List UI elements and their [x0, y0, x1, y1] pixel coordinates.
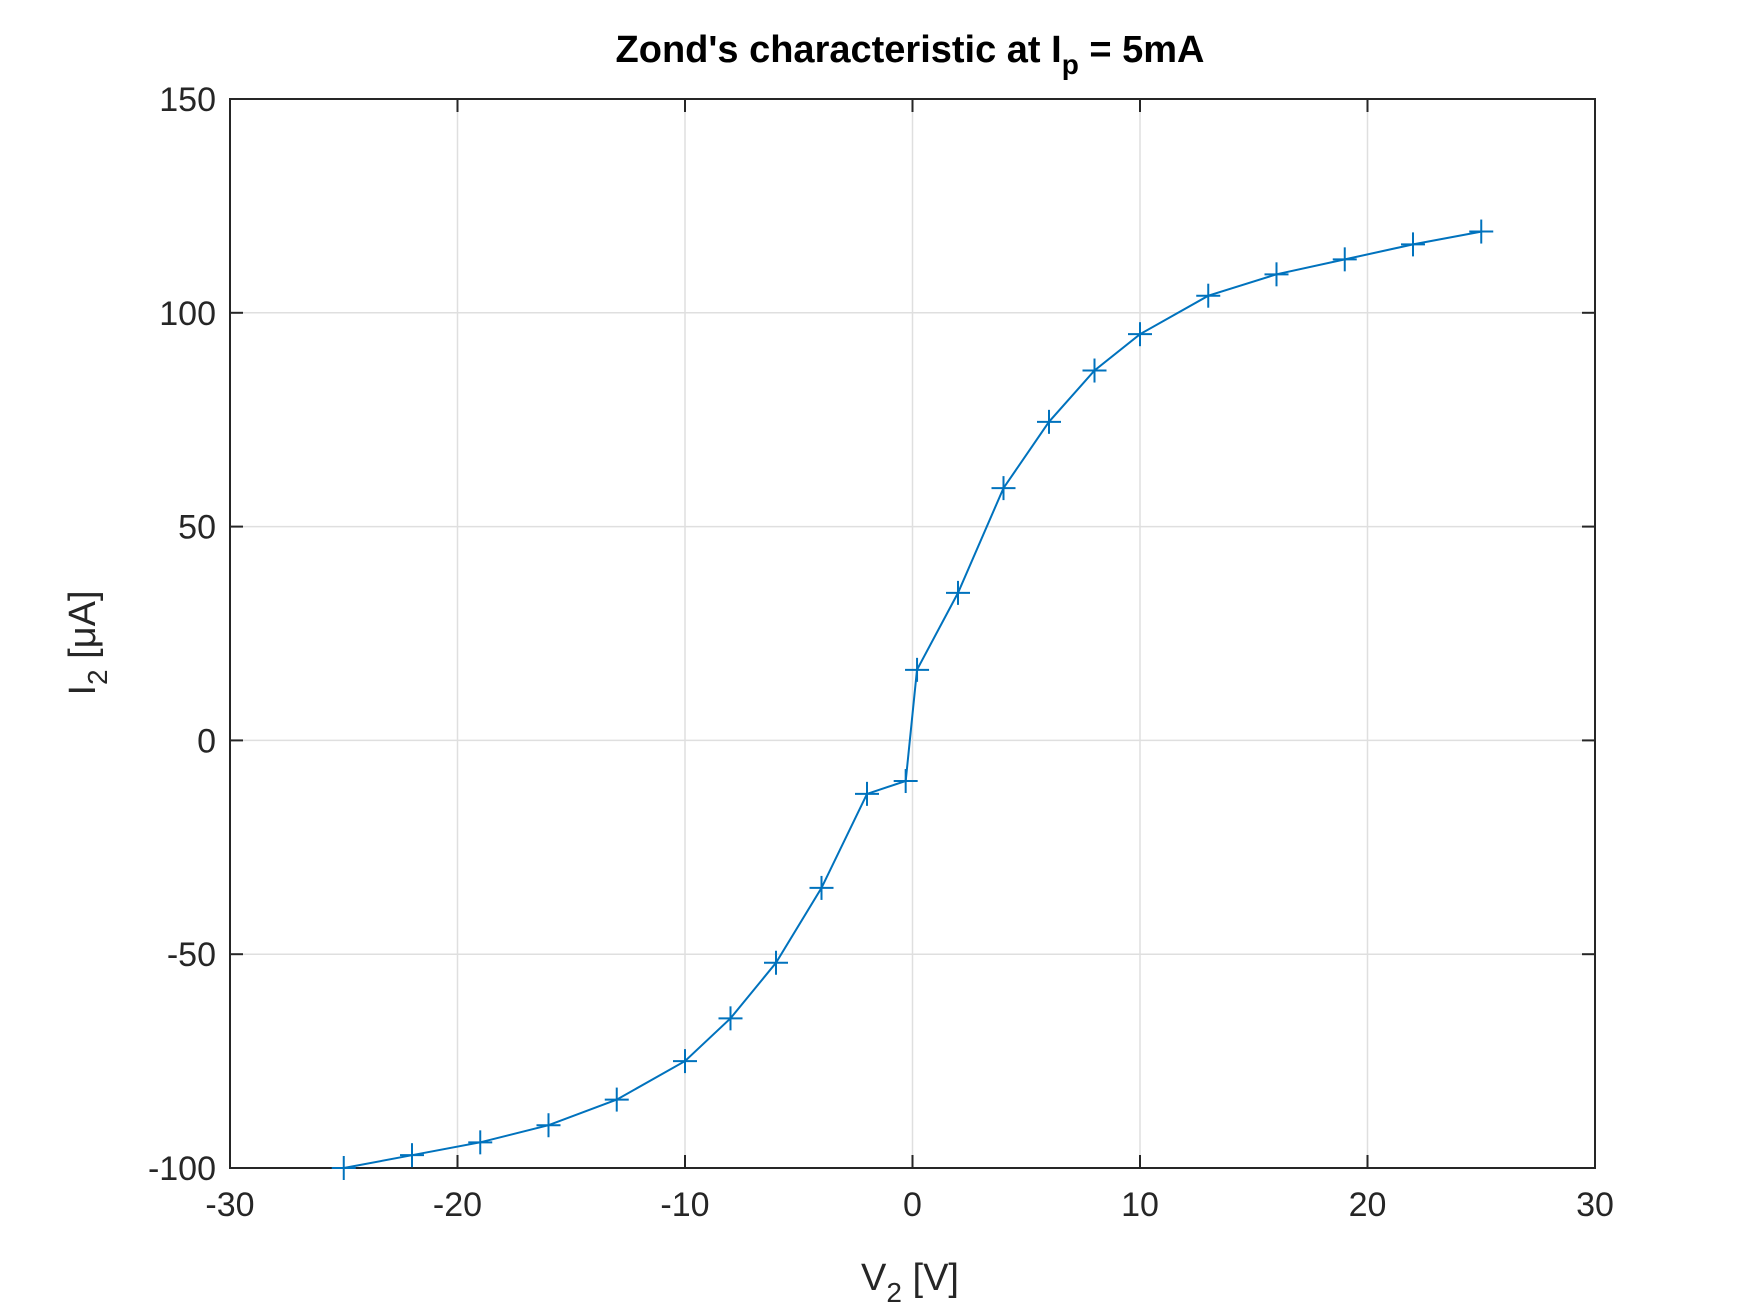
data-point-marker: [331, 1156, 356, 1180]
title-main: Zond's characteristic at I: [616, 29, 1062, 71]
xlabel-suffix: [V]: [902, 1257, 959, 1299]
series-line: [343, 230, 1482, 1169]
x-tick-label: -10: [660, 1186, 709, 1224]
ylabel-suffix: [μA]: [62, 590, 104, 669]
data-point-marker: [718, 1006, 743, 1031]
data-point-marker: [1196, 283, 1221, 308]
series-i2-vs-v2: [331, 219, 1494, 1180]
title-subscript: p: [1062, 49, 1079, 80]
x-tick-label: -20: [433, 1186, 482, 1224]
y-axis-label: I2 [μA]: [62, 590, 113, 695]
chart-title: Zond's characteristic at Ip = 5mA: [616, 29, 1205, 80]
data-point-marker: [893, 769, 918, 794]
data-point-marker: [1332, 247, 1357, 272]
data-point-marker: [809, 875, 834, 900]
data-point-marker: [536, 1113, 561, 1138]
data-point-marker: [673, 1049, 697, 1074]
x-tick-label: 0: [903, 1186, 922, 1224]
xlabel-main: V: [861, 1257, 887, 1299]
data-point-marker: [855, 781, 879, 806]
y-tick-label: 0: [197, 722, 216, 760]
y-tick-label: -50: [167, 936, 216, 974]
data-point-marker: [604, 1087, 629, 1112]
x-tick-label: -30: [205, 1186, 254, 1224]
xlabel-subscript: 2: [886, 1277, 902, 1308]
x-tick-label: 30: [1576, 1186, 1614, 1224]
data-point-marker: [1037, 409, 1061, 434]
data-point-marker: [468, 1130, 493, 1155]
y-tick-label: -100: [148, 1150, 216, 1188]
data-point-marker: [1082, 358, 1107, 383]
data-point-marker: [1401, 232, 1425, 257]
title-suffix: = 5mA: [1079, 29, 1205, 71]
data-point-marker: [946, 580, 970, 605]
x-axis-label: V2 [V]: [861, 1257, 959, 1308]
ylabel-subscript: 2: [82, 669, 113, 685]
y-tick-label: 150: [159, 81, 216, 119]
axis-ticks: [229, 98, 1596, 1169]
data-point-marker: [991, 476, 1016, 501]
y-tick-label: 100: [159, 295, 216, 333]
data-point-marker: [905, 657, 930, 682]
data-point-marker: [1128, 322, 1152, 347]
data-point-marker: [1264, 262, 1289, 287]
x-tick-label: 10: [1121, 1186, 1159, 1224]
x-tick-label: 20: [1349, 1186, 1387, 1224]
ylabel-main: I: [62, 685, 104, 696]
data-point-marker: [1469, 219, 1494, 244]
data-point-marker: [400, 1143, 424, 1168]
data-point-marker: [764, 950, 788, 975]
y-tick-label: 50: [178, 509, 216, 547]
